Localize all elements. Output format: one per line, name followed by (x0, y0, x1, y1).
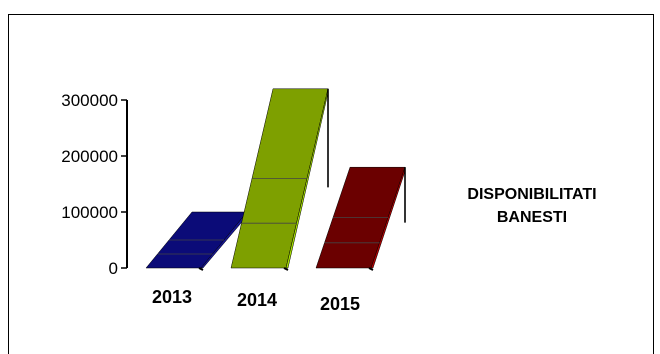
bar-2013 (145, 211, 248, 271)
x-tick-label: 2015 (320, 294, 360, 314)
y-tick-label: 100000 (61, 203, 118, 222)
legend: DISPONIBILITATI BANESTI (432, 183, 632, 229)
legend-line-1: DISPONIBILITATI (467, 186, 597, 203)
bar-foot (368, 267, 374, 271)
bar-2014 (230, 88, 329, 271)
legend-line-2: BANESTI (496, 209, 568, 226)
chart-frame (8, 14, 654, 354)
bar-2015 (315, 166, 406, 271)
bar-foot (283, 267, 289, 271)
bar-foot (198, 267, 204, 271)
y-tick-label: 0 (109, 259, 118, 278)
x-tick-label: 2014 (237, 290, 277, 310)
y-tick-label: 200000 (61, 147, 118, 166)
y-tick-label: 300000 (61, 91, 118, 110)
x-tick-label: 2013 (152, 287, 192, 307)
